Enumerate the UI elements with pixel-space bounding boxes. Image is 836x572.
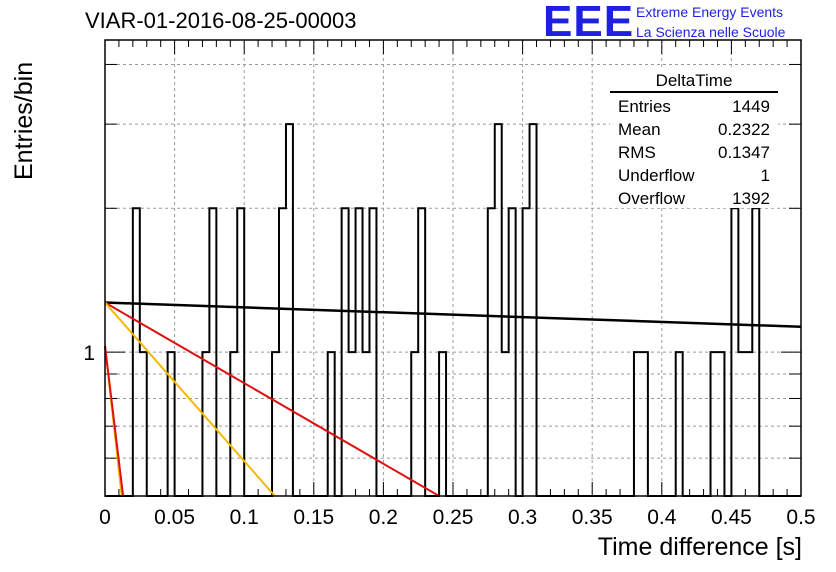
histogram-bin: [530, 124, 537, 496]
y-tick-labels: 1: [83, 342, 95, 365]
stats-label: Overflow: [618, 189, 686, 208]
histogram-bin: [738, 352, 745, 496]
histogram-bin: [230, 352, 237, 496]
histogram-bin: [717, 352, 724, 496]
stats-row-rms: RMS 0.1347: [610, 141, 778, 164]
histogram-bin: [133, 208, 140, 496]
histogram-bin: [745, 352, 752, 496]
x-tick-label: 0.15: [293, 506, 334, 529]
stats-row-mean: Mean 0.2322: [610, 118, 778, 141]
histogram-bin: [634, 352, 641, 496]
histogram-bin: [342, 208, 349, 496]
stats-value: 1: [760, 166, 770, 185]
histogram-bin: [509, 208, 516, 496]
stats-title: DeltaTime: [655, 71, 733, 90]
stats-value: 1449: [732, 97, 770, 116]
y-axis-label: Entries/bin: [10, 61, 38, 180]
stats-box: DeltaTime Entries 1449 Mean 0.2322 RMS 0.1347…: [610, 70, 778, 208]
x-tick-label: 0.3: [508, 506, 537, 529]
fit-line-0: [104, 301, 802, 329]
histogram-bin: [356, 208, 363, 496]
stats-label: Mean: [618, 120, 661, 139]
histogram-bin: [140, 352, 147, 496]
stats-row-entries: Entries 1449: [610, 95, 778, 118]
x-tick-label: 0.45: [711, 506, 752, 529]
histogram-bin: [279, 208, 286, 496]
x-tick-label: 0.4: [647, 506, 677, 529]
histogram-bin: [418, 208, 425, 496]
stats-label: RMS: [618, 143, 656, 162]
chart-title: VIAR-01-2016-08-25-00003: [85, 8, 357, 33]
eee-logo: EEE: [543, 0, 635, 46]
histogram-bin: [209, 208, 216, 496]
stats-label: Underflow: [618, 166, 695, 185]
stats-rows: Entries 1449 Mean 0.2322 RMS 0.1347 Underflow 1…: [610, 95, 778, 210]
logo-tagline-1: Extreme Energy Events: [636, 4, 784, 20]
histogram-bin: [641, 352, 648, 496]
stats-row-underflow: Underflow 1: [610, 164, 778, 187]
histogram-bin: [349, 352, 356, 496]
histogram-bin: [488, 208, 495, 496]
x-tick-label: 0: [99, 506, 111, 529]
histogram-bin: [237, 208, 244, 496]
stats-label: Entries: [618, 97, 671, 116]
histogram-bin: [711, 352, 718, 496]
histogram-bin: [523, 208, 530, 496]
histogram-bin: [439, 352, 446, 496]
fit-lines: [104, 301, 802, 497]
histogram-bin: [363, 352, 370, 496]
stats-divider: [610, 91, 778, 93]
fit-line-2: [104, 301, 276, 497]
histogram-bin: [411, 352, 418, 496]
histogram-bin: [752, 208, 759, 496]
histogram-bin: [272, 352, 279, 496]
histogram-bin: [369, 208, 376, 496]
histogram-bin: [502, 352, 509, 496]
x-axis-label: Time difference [s]: [597, 533, 802, 561]
x-tick-label: 0.25: [433, 506, 474, 529]
fit-line-1: [104, 301, 440, 497]
stats-value: 0.2322: [718, 120, 770, 139]
histogram-bin: [495, 124, 502, 496]
histogram-bin: [202, 352, 209, 496]
y-tick-label: 1: [83, 342, 95, 365]
fit-line-4: [104, 345, 125, 497]
stats-row-overflow: Overflow 1392: [610, 187, 778, 210]
stats-value: 0.1347: [718, 143, 770, 162]
x-tick-label: 0.35: [572, 506, 613, 529]
x-tick-label: 0.05: [154, 506, 195, 529]
plot-frame: [104, 39, 802, 497]
x-tick-labels: 0 0.05 0.1 0.15 0.2 0.25 0.3 0.35 0.4 0.45 0.5: [99, 506, 815, 529]
stats-value: 1392: [732, 189, 770, 208]
x-tick-label: 0.5: [786, 506, 815, 529]
logo-tagline-2: La Scienza nelle Scuole: [636, 24, 786, 40]
histogram-bin: [731, 208, 738, 496]
x-tick-label: 0.1: [230, 506, 259, 529]
histogram-bin: [676, 352, 683, 496]
histogram-bin: [328, 352, 335, 496]
x-tick-label: 0.2: [369, 506, 398, 529]
